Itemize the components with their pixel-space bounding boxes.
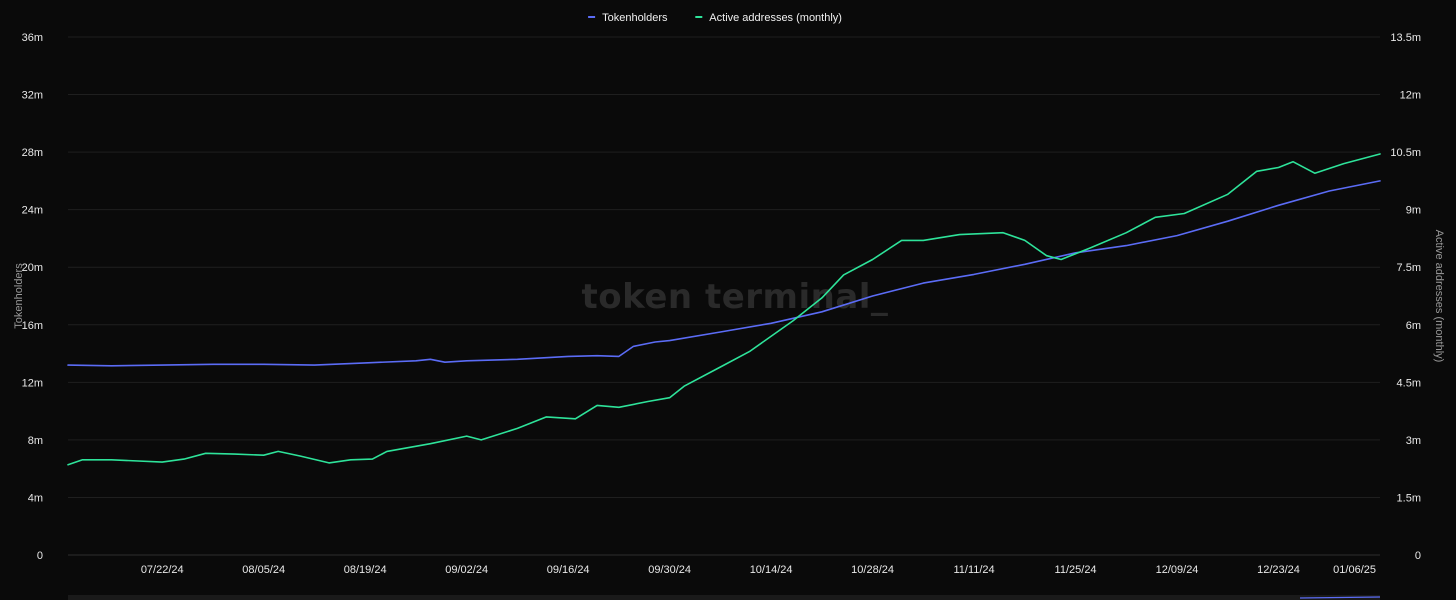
y-right-tick-label: 3m	[1406, 435, 1421, 447]
legend-label: Tokenholders	[602, 12, 668, 24]
x-tick-label: 11/11/24	[953, 564, 994, 576]
y-left-tick-label: 24m	[22, 205, 43, 217]
y-left-tick-label: 8m	[28, 435, 43, 447]
x-tick-label: 10/28/24	[851, 564, 894, 576]
y-left-tick-label: 32m	[22, 90, 43, 102]
y-right-axis-title: Active addresses (monthly)	[1433, 230, 1445, 363]
y-left-tick-label: 20m	[22, 262, 43, 274]
navigator-series-preview	[1299, 596, 1381, 599]
legend[interactable]: Tokenholders Active addresses (monthly)	[588, 12, 842, 24]
y-right-tick-label: 1.5m	[1397, 492, 1421, 504]
y-left-tick-label: 28m	[22, 147, 43, 159]
y-right-tick-label: 0	[1415, 550, 1421, 562]
x-tick-label: 08/19/24	[344, 564, 387, 576]
y-right-tick-label: 12m	[1400, 90, 1421, 102]
y-left-tick-label: 12m	[22, 377, 43, 389]
x-tick-label: 12/09/24	[1156, 564, 1199, 576]
y-right-tick-label: 9m	[1406, 205, 1421, 217]
y-right-tick-label: 13.5m	[1390, 32, 1421, 44]
x-tick-label: 09/16/24	[547, 564, 590, 576]
x-tick-label: 09/02/24	[445, 564, 488, 576]
watermark: token terminal_	[582, 277, 889, 317]
y-right-tick-label: 10.5m	[1390, 147, 1421, 159]
y-left-tick-label: 0	[37, 550, 43, 562]
x-tick-label: 01/06/25	[1333, 564, 1376, 576]
legend-label: Active addresses (monthly)	[709, 12, 842, 24]
x-tick-label: 10/14/24	[750, 564, 793, 576]
y-left-axis-title: Tokenholders	[13, 263, 25, 329]
x-tick-label: 08/05/24	[242, 564, 285, 576]
y-right-tick-label: 4.5m	[1397, 377, 1421, 389]
grid-lines	[68, 36, 1380, 556]
y-right-tick-label: 7.5m	[1397, 262, 1421, 274]
series-line-tokenholders[interactable]	[67, 180, 1381, 367]
y-left-tick-label: 16m	[22, 320, 43, 332]
series	[67, 153, 1381, 466]
x-tick-label: 07/22/24	[141, 564, 184, 576]
y-left-tick-label: 36m	[22, 32, 43, 44]
legend-item[interactable]: Active addresses (monthly)	[695, 12, 842, 24]
legend-item[interactable]: Tokenholders	[588, 12, 668, 24]
y-right-tick-label: 6m	[1406, 320, 1421, 332]
x-tick-label: 12/23/24	[1257, 564, 1300, 576]
x-tick-label: 11/25/24	[1055, 564, 1097, 576]
series-line-active-addresses-monthly[interactable]	[67, 153, 1381, 466]
navigator-track[interactable]	[68, 595, 1380, 600]
y-left-tick-label: 4m	[28, 492, 43, 504]
x-tick-label: 09/30/24	[648, 564, 691, 576]
axes: 0 4m 8m 12m 16m 20m 24m 28m 32m 36m 0 1.5m 3m 4.5m 6m 7…	[13, 32, 1445, 576]
